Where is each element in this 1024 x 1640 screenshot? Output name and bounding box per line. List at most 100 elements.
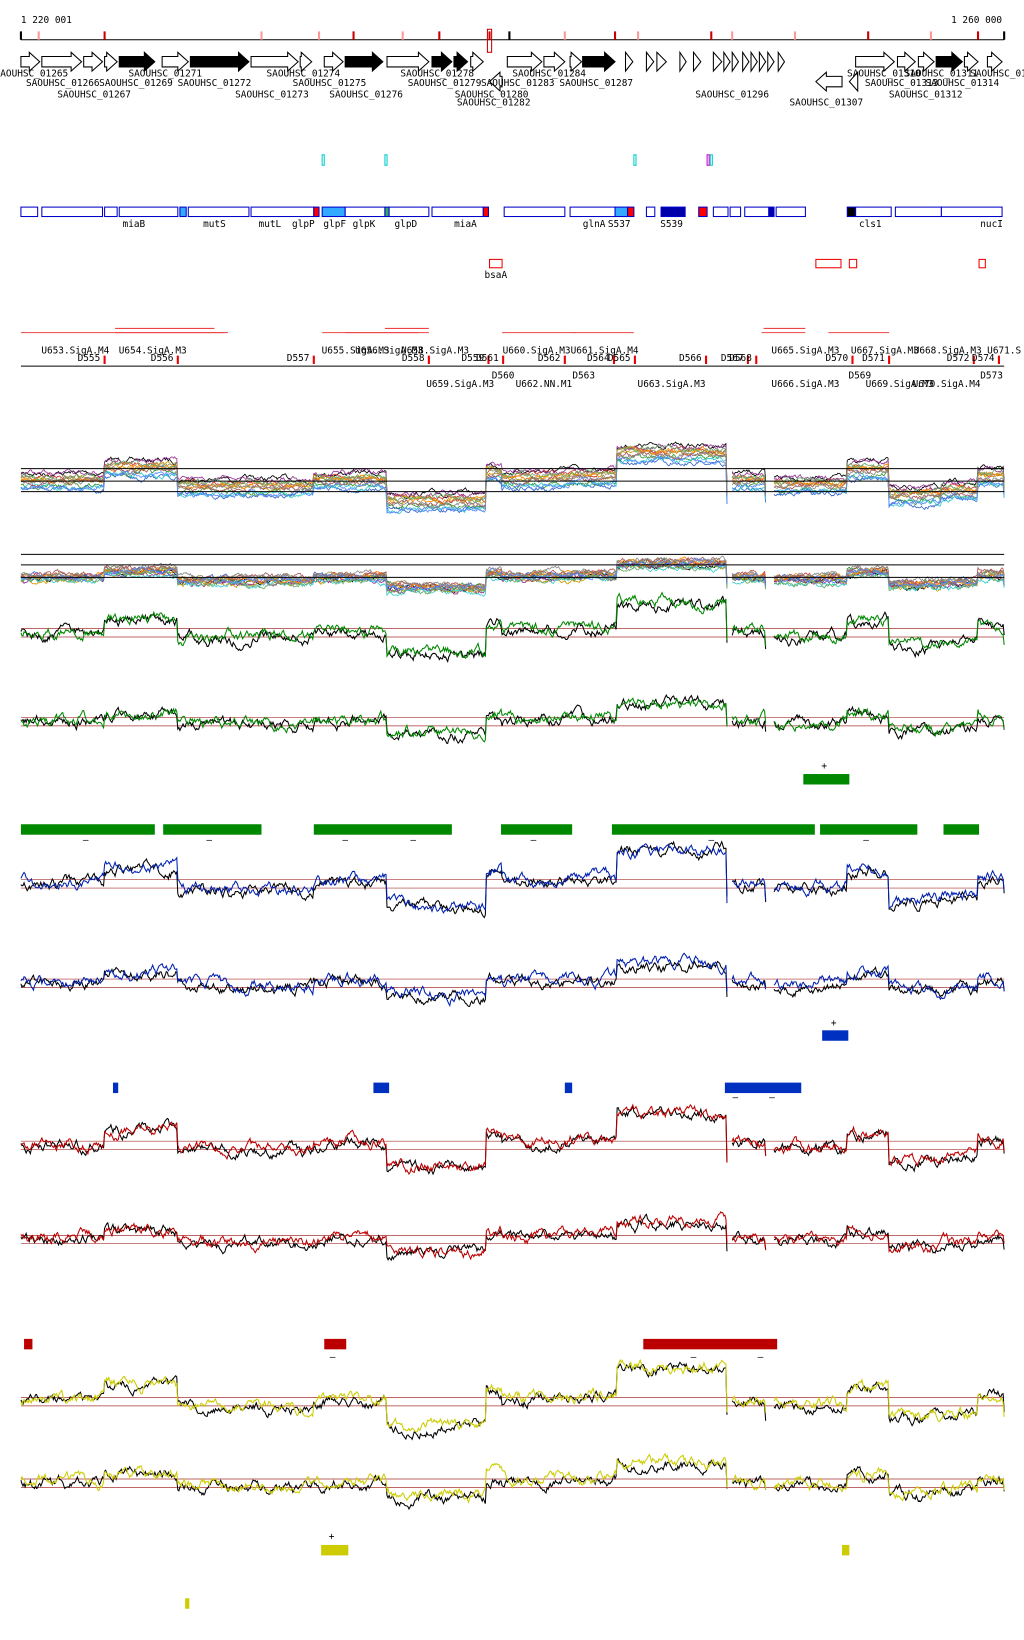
segment-bar <box>820 824 918 835</box>
signal-trace <box>773 705 1005 741</box>
tss-label: D563 <box>572 371 595 382</box>
gene-arrow-reverse <box>815 70 843 93</box>
transcript-label: U670.SigA.M4 <box>913 379 981 390</box>
feature-box <box>744 206 770 218</box>
feature-box <box>179 206 187 218</box>
segment-sign: – <box>330 1352 336 1363</box>
feature-box <box>729 206 742 218</box>
tss-label: D557 <box>287 353 310 364</box>
signal-trace <box>20 443 728 498</box>
signal-trace <box>20 840 728 919</box>
gene-arrow <box>582 51 616 73</box>
feature-box <box>321 206 346 218</box>
tss-mark <box>487 355 490 365</box>
tss-label: D564 <box>587 353 610 364</box>
gene-arrow <box>712 50 723 73</box>
segment-sign: – <box>733 1092 739 1103</box>
signal-trace <box>773 473 1005 508</box>
gene-label: SAOUHSC_01272 <box>178 78 252 89</box>
ruler-tick <box>103 31 106 40</box>
tss-label: D556 <box>151 353 174 364</box>
gene-arrow <box>645 50 655 73</box>
gene-arrow <box>83 51 104 73</box>
segment-sign: – <box>410 835 416 846</box>
ruler-tick <box>976 31 980 40</box>
tss-label: D570 <box>825 353 848 364</box>
feature-box <box>431 206 484 218</box>
tss-mark <box>103 355 106 365</box>
segment-bar <box>20 824 155 835</box>
gene-label: SAOUHSC_01279 <box>408 78 482 89</box>
segment-bar <box>822 1030 849 1041</box>
gene-arrow <box>656 51 668 73</box>
ruler-tick <box>793 31 797 40</box>
feature-label: glpF <box>323 219 346 230</box>
signal-trace <box>773 476 1005 511</box>
ruler-tick <box>401 31 404 40</box>
tss-label: D565 <box>608 353 631 364</box>
tss-mark <box>851 355 854 365</box>
ruler-tick <box>867 31 870 40</box>
tss-label: D560 <box>492 371 515 382</box>
signal-trace <box>731 1233 767 1251</box>
tss-label: D562 <box>538 353 561 364</box>
signal-trace <box>731 1134 767 1157</box>
tss-mark <box>612 355 616 365</box>
signal-trace <box>773 863 1005 909</box>
segment-bar <box>724 1082 802 1094</box>
feature-box <box>569 206 616 218</box>
gene-arrow <box>506 51 543 73</box>
segment-sign: – <box>691 1352 697 1363</box>
segment-bar <box>112 1082 119 1094</box>
signal-trace <box>731 1395 767 1413</box>
gene-arrow <box>855 51 896 73</box>
probe-mark <box>384 154 388 166</box>
segment-bar <box>803 774 850 785</box>
gene-label: SAOUHSC_01284 <box>512 68 586 79</box>
signal-trace <box>20 563 728 597</box>
lower-feature-box <box>848 258 858 269</box>
gene-arrow <box>777 50 786 73</box>
tss-label: D559 <box>461 353 484 364</box>
feature-label: glnA <box>583 219 606 230</box>
feature-box <box>660 206 686 218</box>
segment-sign: – <box>531 835 537 846</box>
gene-arrow <box>470 51 485 73</box>
gene-arrow <box>41 51 83 73</box>
feature-label: glpD <box>395 219 418 230</box>
transcript-label: U662.NN.M1 <box>516 379 573 390</box>
signal-trace <box>20 1457 728 1511</box>
ruler-tick <box>438 31 441 40</box>
feature-box <box>344 206 386 218</box>
segment-sign: – <box>342 835 348 846</box>
feature-box <box>846 206 857 218</box>
signal-trace <box>20 697 728 743</box>
feature-box <box>20 206 39 218</box>
gene-label: SAOUHSC_01312 <box>889 89 963 100</box>
feature-box <box>250 206 315 218</box>
probe-mark <box>709 154 713 166</box>
signal-trace <box>20 457 728 514</box>
ruler-tick <box>710 31 713 40</box>
gene-label: SAOUHSC_01283 <box>481 78 555 89</box>
segment-sign: + <box>329 1532 335 1543</box>
probe-mark <box>321 154 325 166</box>
signal-trace <box>731 571 767 582</box>
signal-trace <box>20 1213 728 1262</box>
gene-arrow <box>692 50 702 73</box>
gene-label: SAOUHSC_01313 <box>865 78 939 89</box>
gene-arrow <box>750 50 758 73</box>
signal-trace <box>20 456 728 515</box>
tss-mark <box>997 355 1000 365</box>
transcript-label: U655.SigA.M3 <box>322 346 390 357</box>
segment-bar <box>611 824 815 835</box>
segment-bar <box>185 1598 190 1609</box>
ruler-start: 1 220 001 <box>21 15 72 26</box>
signal-trace <box>731 877 767 901</box>
feature-box <box>775 206 806 218</box>
ruler-tick <box>637 31 640 40</box>
tss-mark <box>502 355 505 365</box>
gene-arrow <box>161 51 190 73</box>
